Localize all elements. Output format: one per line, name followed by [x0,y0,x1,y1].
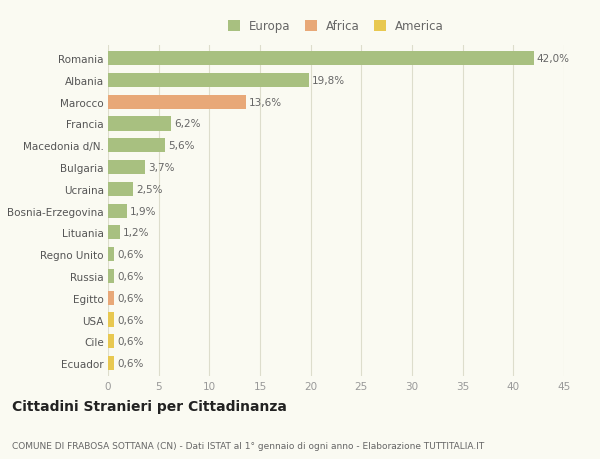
Text: 2,5%: 2,5% [136,185,163,195]
Bar [108,139,165,153]
Text: 5,6%: 5,6% [168,141,194,151]
Bar [108,182,133,196]
Text: 0,6%: 0,6% [117,336,143,347]
Text: 0,6%: 0,6% [117,315,143,325]
Text: 1,2%: 1,2% [123,228,150,238]
Bar [108,247,114,262]
Bar [108,52,533,66]
Bar [108,117,171,131]
Text: 0,6%: 0,6% [117,250,143,260]
Bar [108,73,308,88]
Text: 42,0%: 42,0% [536,54,569,64]
Legend: Europa, Africa, America: Europa, Africa, America [228,21,444,34]
Bar [108,291,114,305]
Text: 0,6%: 0,6% [117,271,143,281]
Text: 3,7%: 3,7% [149,162,175,173]
Text: 1,9%: 1,9% [130,206,157,216]
Text: 0,6%: 0,6% [117,358,143,368]
Text: 6,2%: 6,2% [174,119,200,129]
Text: Cittadini Stranieri per Cittadinanza: Cittadini Stranieri per Cittadinanza [12,399,287,413]
Bar [108,161,145,175]
Bar [108,204,127,218]
Bar [108,226,120,240]
Text: 19,8%: 19,8% [311,76,345,86]
Bar [108,95,246,110]
Bar [108,269,114,284]
Text: 0,6%: 0,6% [117,293,143,303]
Bar [108,313,114,327]
Text: COMUNE DI FRABOSA SOTTANA (CN) - Dati ISTAT al 1° gennaio di ogni anno - Elabora: COMUNE DI FRABOSA SOTTANA (CN) - Dati IS… [12,441,484,450]
Bar [108,335,114,349]
Bar [108,356,114,370]
Text: 13,6%: 13,6% [249,97,282,107]
